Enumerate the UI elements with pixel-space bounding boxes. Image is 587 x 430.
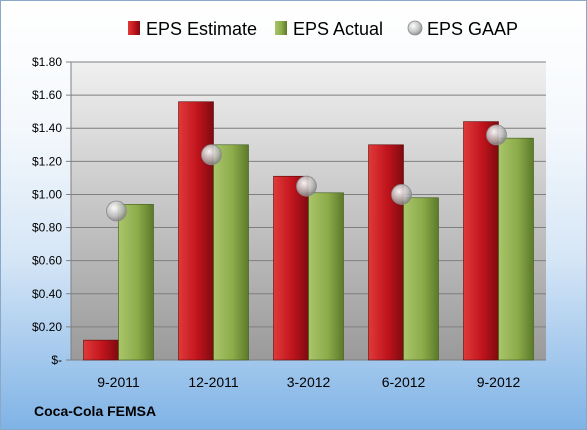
bar-eps-actual xyxy=(118,204,154,361)
legend: EPS Estimate EPS Actual EPS GAAP xyxy=(128,19,518,39)
bar-eps-actual xyxy=(308,192,344,361)
bar-eps-estimate xyxy=(178,101,214,361)
gaap-points xyxy=(106,124,507,222)
point-eps-gaap xyxy=(486,124,507,146)
legend-label: EPS Estimate xyxy=(146,19,257,39)
bar-eps-estimate xyxy=(273,175,309,361)
x-tick-label: 9-2012 xyxy=(477,374,521,390)
legend-label: EPS Actual xyxy=(293,19,383,39)
x-tick-label: 12-2011 xyxy=(188,374,239,390)
y-tick-label: $0.80 xyxy=(32,221,62,235)
y-axis-ticks: $1.80 $1.60 $1.40 $1.20 $1.00 $0.80 $0.60 $0.40… xyxy=(32,55,62,367)
x-axis-ticks: 9-2011 12-2011 3-2012 6-2012 9-2012 xyxy=(97,374,520,390)
bar-eps-estimate xyxy=(368,144,404,361)
legend-swatch xyxy=(275,21,287,35)
bars xyxy=(83,101,534,361)
legend-swatch xyxy=(407,20,423,36)
x-tick-label: 3-2012 xyxy=(287,374,331,390)
point-eps-gaap xyxy=(296,175,317,197)
bar-eps-actual xyxy=(213,144,249,361)
y-tick-label: $1.40 xyxy=(32,121,62,135)
y-tick-label: $0.20 xyxy=(32,320,62,334)
y-tick-label: $0.60 xyxy=(32,254,62,268)
point-eps-gaap xyxy=(391,184,412,205)
legend-swatch xyxy=(128,21,140,35)
company-label: Coca-Cola FEMSA xyxy=(34,403,157,419)
y-tick-label: $1.20 xyxy=(32,154,62,168)
bar-eps-actual xyxy=(498,137,534,361)
y-tick-label: $1.00 xyxy=(32,187,62,201)
y-tick-label: $0.40 xyxy=(32,287,62,301)
y-tick-label: $1.80 xyxy=(32,55,62,69)
point-eps-gaap xyxy=(106,200,127,222)
bar-eps-actual xyxy=(403,197,439,361)
x-tick-label: 9-2011 xyxy=(97,374,140,390)
eps-chart: $1.80 $1.60 $1.40 $1.20 $1.00 $0.80 $0.60 $0.40… xyxy=(32,19,546,390)
y-tick-label: $- xyxy=(51,353,62,367)
point-eps-gaap xyxy=(201,144,222,166)
bar-eps-estimate xyxy=(83,339,119,361)
y-tick-label: $1.60 xyxy=(32,88,62,102)
legend-label: EPS GAAP xyxy=(427,19,518,39)
bar-eps-estimate xyxy=(463,121,499,361)
x-tick-label: 6-2012 xyxy=(382,374,426,390)
